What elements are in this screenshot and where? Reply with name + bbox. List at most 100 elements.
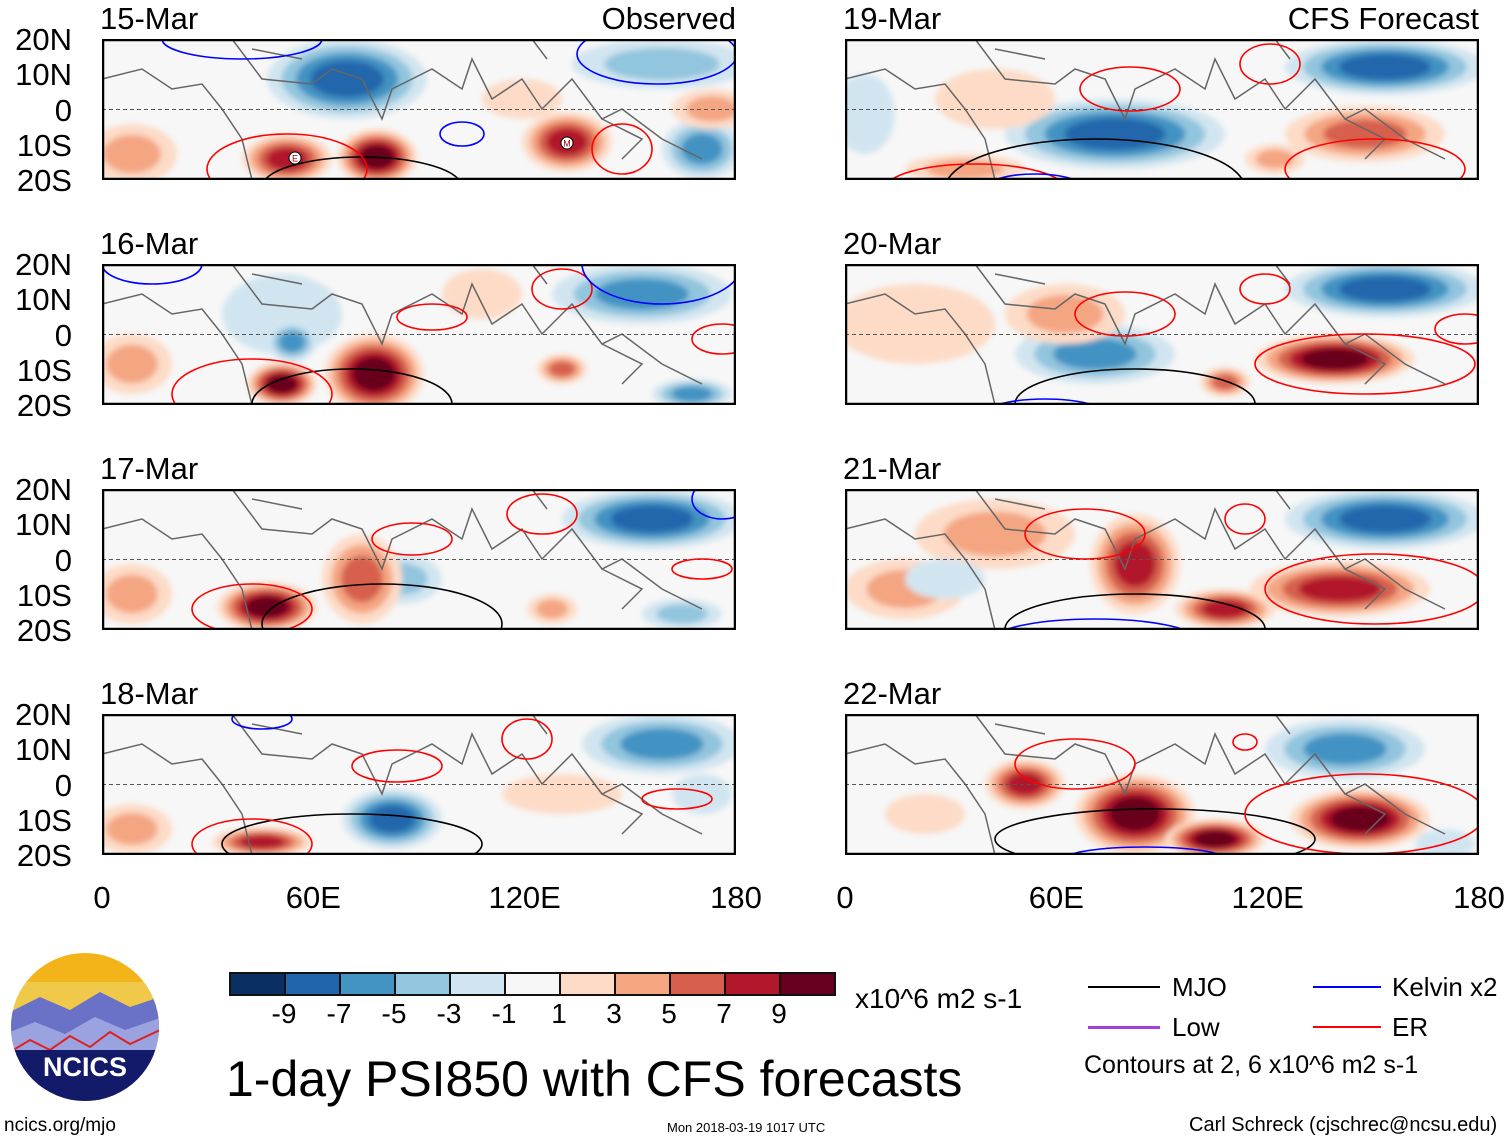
er-contour [1232,733,1258,751]
er-contour [191,583,313,630]
footer-credit: Carl Schreck (cjschrec@ncsu.edu) [1189,1114,1498,1136]
positive-anomaly-shading [482,79,562,119]
psi850-map-panel [102,714,736,855]
colorbar [229,972,836,996]
er-contour [1254,333,1476,395]
negative-anomaly-shading [1339,505,1431,533]
lon-tick-label: 60E [1028,880,1084,915]
colorbar-swatch [781,974,834,994]
positive-anomaly-shading [1212,374,1238,390]
colorbar-swatch [231,974,286,994]
er-contour [206,133,368,180]
kelvin-contour [994,398,1096,405]
er-contour [691,323,736,355]
panel-source-label: CFS Forecast [1287,1,1479,36]
lat-tick-label: 10N [15,57,72,93]
legend-line-low [1088,1026,1160,1029]
positive-anomaly-shading [245,596,289,618]
panel-date: 16-Mar [100,226,199,261]
er-contour [1284,138,1466,180]
lon-tick-label: 120E [1231,880,1304,915]
positive-anomaly-shading [1330,806,1390,832]
lat-tick-label: 10N [15,732,72,768]
positive-anomaly-shading [103,134,161,174]
lat-tick-label: 20S [16,163,72,198]
kelvin-contour [581,264,736,305]
er-contour [1074,291,1176,337]
positive-anomaly-shading [352,357,396,391]
mjo-contour [946,138,1244,180]
negative-anomaly-shading [656,604,708,624]
positive-anomaly-shading [502,774,622,814]
positive-anomaly-shading [943,511,1047,557]
negative-anomaly-shading [1339,276,1431,302]
positive-anomaly-shading [536,599,568,619]
colorbar-tick-label: -5 [381,998,407,1029]
er-contour [641,788,713,810]
storm-marker: E [292,154,298,164]
er-contour [671,558,733,580]
coastline [102,264,703,405]
panel-date: 15-Mar [100,1,199,36]
colorbar-tick-label: 5 [661,998,677,1029]
lat-tick-label: 20S [16,838,72,873]
colorbar-tick-label: -9 [271,998,297,1029]
footer-timestamp: Mon 2018-03-19 1017 UTC [667,1120,826,1135]
er-contour [1239,43,1301,85]
colorbar-tick-label: -3 [436,998,462,1029]
ncics-logo: NCICS [11,953,159,1101]
kelvin-contour [161,39,323,60]
lat-tick-label: 10S [16,352,72,388]
positive-anomaly-shading [239,835,285,849]
positive-anomaly-shading [1255,149,1295,169]
lat-tick-label: 20N [15,472,72,507]
er-contour [1264,553,1479,625]
kelvin-contour [1067,846,1223,855]
mjo-contour [261,583,503,630]
er-contour [1024,508,1146,560]
logo-text: NCICS [43,1052,127,1082]
negative-anomaly-shading [279,331,305,353]
colorbar-swatch [396,974,451,994]
lat-tick-label: 0 [54,92,72,128]
lat-tick-label: 20S [16,388,72,423]
coastline [845,39,1446,180]
positive-anomaly-shading [1006,772,1044,796]
colorbar-swatch [286,974,341,994]
negative-anomaly-shading [310,60,384,98]
positive-anomaly-shading [1298,576,1382,602]
footer-url[interactable]: ncics.org/mjo [4,1115,116,1136]
negative-anomaly-shading [1303,733,1387,765]
positive-anomaly-shading [106,574,158,614]
colorbar-swatch [726,974,781,994]
coastline [102,714,703,855]
coastline [102,489,703,630]
colorbar-tick-label: -7 [326,998,352,1029]
coastline [102,39,703,180]
er-contour [171,358,333,405]
legend-line-kelvin [1313,986,1381,988]
colorbar-swatch [671,974,726,994]
lat-tick-label: 10S [16,577,72,613]
positive-anomaly-shading [845,284,995,364]
positive-anomaly-shading [885,794,965,834]
lat-tick-label: 0 [54,767,72,803]
er-contour [371,522,453,556]
er-contour [1434,313,1479,345]
lon-tick-label: 60E [285,880,341,915]
lat-tick-label: 0 [54,542,72,578]
legend-line-er [1313,1026,1381,1028]
er-contour [1224,503,1266,535]
negative-anomaly-shading [681,133,723,165]
negative-anomaly-shading [610,505,694,533]
positive-anomaly-shading [549,361,575,377]
panel-date: 18-Mar [100,676,199,711]
coastline [845,264,1446,405]
negative-anomaly-shading [620,728,704,760]
lat-tick-label: 20N [15,22,72,57]
kelvin-contour [1003,618,1187,630]
colorbar-tick-label: -1 [491,998,517,1029]
legend-label-kelvin: Kelvin x2 [1392,972,1498,1002]
colorbar-tick-label: 7 [716,998,732,1029]
positive-anomaly-shading [442,269,522,319]
